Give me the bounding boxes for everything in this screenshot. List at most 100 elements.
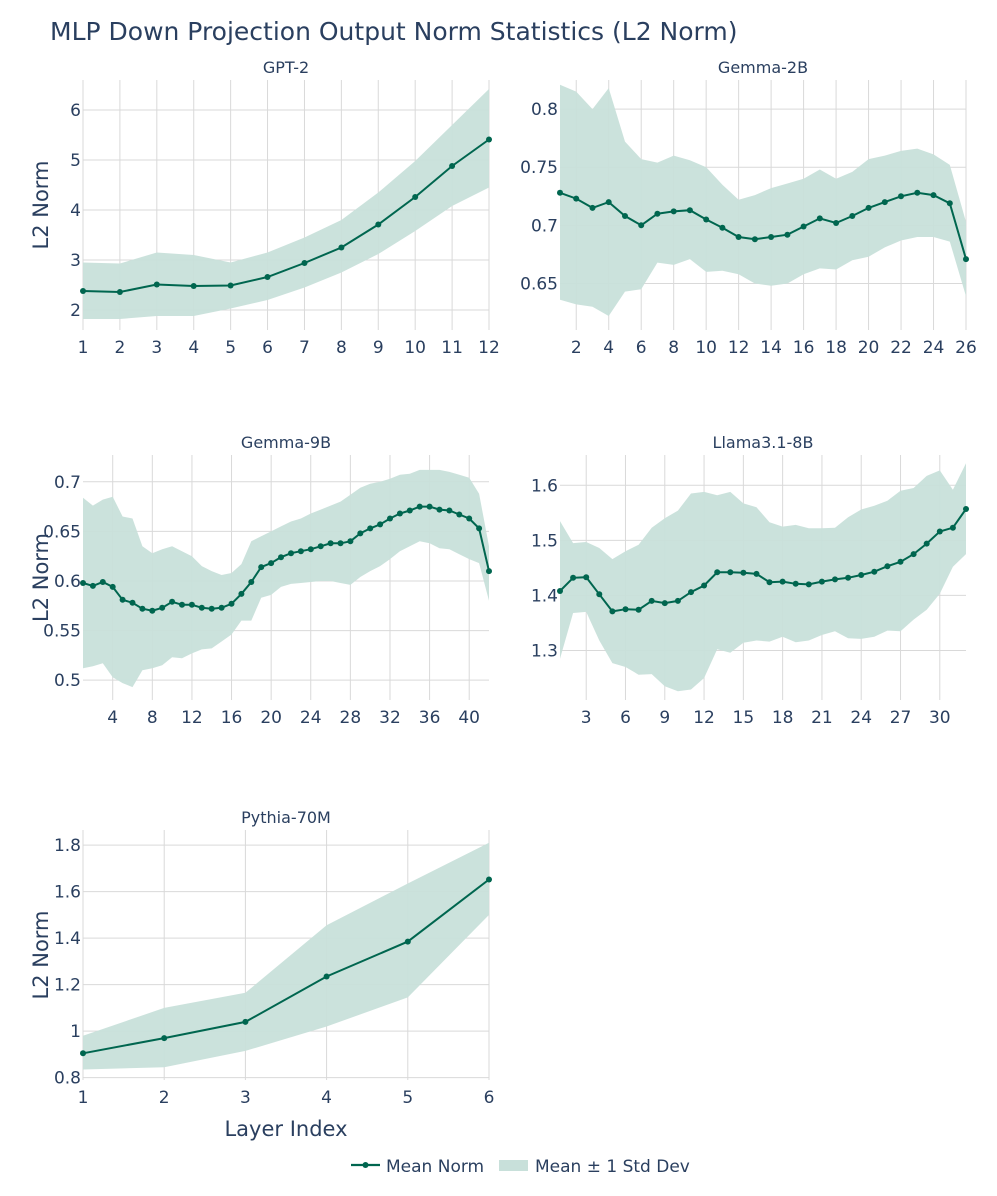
mean-point [638, 222, 645, 229]
mean-point [466, 515, 473, 522]
mean-point [375, 221, 382, 228]
mean-point [228, 600, 235, 607]
mean-point [317, 543, 324, 550]
x-tick-label: 20 [260, 708, 282, 728]
mean-point [792, 580, 799, 587]
x-tick-label: 15 [733, 708, 755, 728]
x-tick-label: 24 [850, 708, 872, 728]
mean-point [910, 551, 917, 558]
x-tick-label: 8 [336, 338, 347, 358]
x-tick-label: 18 [825, 338, 847, 358]
mean-point [766, 579, 773, 586]
mean-point [109, 583, 116, 590]
y-axis-label: L2 Norm [29, 160, 53, 249]
mean-point [609, 608, 616, 615]
mean-point [688, 589, 694, 596]
y-tick-label: 1.2 [54, 976, 81, 996]
x-tick-label: 4 [603, 338, 614, 358]
mean-point [805, 581, 812, 588]
mean-point [596, 591, 603, 598]
y-axis-label: L2 Norm [29, 910, 53, 999]
mean-point [449, 163, 456, 169]
panel-gemma-9b: 4 8 12 16 20 24 28 32 36 40 0.5 0.55 0.6 0.65 0.7 Gemma… [29, 433, 492, 728]
y-tick-label: 0.7 [54, 473, 81, 493]
mean-point [818, 578, 825, 585]
mean-point [149, 607, 156, 614]
std-band-gpt-2 [83, 89, 489, 319]
legend-band-label: Mean ± 1 Std Dev [535, 1157, 690, 1177]
y-tick-label: 3 [70, 251, 81, 271]
x-tick-label: 18 [772, 708, 794, 728]
mean-point [119, 596, 126, 603]
x-tick-label: 6 [262, 338, 273, 358]
mean-point [387, 515, 393, 522]
mean-point [884, 563, 891, 570]
x-tick-label: 4 [188, 338, 199, 358]
mean-point [486, 876, 492, 883]
mean-point [622, 213, 628, 219]
mean-point [605, 199, 612, 206]
mean-point [327, 540, 334, 547]
y-tick-label: 1.4 [54, 929, 81, 949]
mean-point [357, 530, 364, 537]
mean-point [406, 507, 413, 514]
legend-mean-marker [362, 1162, 369, 1168]
mean-point [426, 503, 433, 510]
mean-point [670, 208, 677, 215]
x-tick-label: 6 [484, 1088, 495, 1108]
mean-point [832, 576, 838, 583]
x-tick-label: 10 [404, 338, 426, 358]
y-tick-label: 2 [70, 301, 81, 321]
x-tick-label: 3 [240, 1088, 251, 1108]
x-tick-label: 1 [78, 338, 89, 358]
y-tick-label: 0.8 [531, 100, 558, 120]
mean-point [161, 1035, 168, 1042]
panel-llama3-1-8b: 3 6 9 12 15 18 21 24 27 30 1.3 1.4 1.5 1.6 Llama3.1-8B [531, 433, 969, 728]
mean-point [159, 604, 166, 611]
mean-point [416, 503, 423, 510]
panel-title: GPT-2 [263, 58, 309, 77]
x-tick-label: 2 [114, 338, 125, 358]
mean-point [323, 973, 330, 980]
mean-point [845, 574, 852, 581]
mean-point [800, 223, 807, 230]
x-tick-label: 8 [668, 338, 679, 358]
mean-point [661, 600, 668, 607]
y-tick-label: 1 [70, 1022, 81, 1042]
legend-mean-label: Mean Norm [386, 1157, 484, 1177]
mean-point [849, 213, 856, 219]
x-tick-label: 14 [760, 338, 782, 358]
x-tick-label: 3 [581, 708, 592, 728]
mean-point [486, 136, 492, 143]
x-tick-label: 27 [890, 708, 912, 728]
mean-point [476, 525, 483, 532]
x-tick-label: 12 [728, 338, 750, 358]
chart-title: MLP Down Projection Output Norm Statisti… [50, 17, 738, 46]
mean-point [930, 192, 937, 199]
panel-title: Gemma-9B [241, 433, 331, 452]
mean-point [573, 195, 580, 202]
mean-line-pythia-70m [82, 878, 490, 1055]
mean-point [80, 1050, 86, 1057]
mean-point [914, 189, 921, 196]
y-tick-label: 0.65 [43, 522, 81, 542]
mean-point [153, 281, 160, 288]
mean-point [242, 1018, 249, 1025]
x-tick-label: 2 [159, 1088, 170, 1108]
y-tick-label: 5 [70, 151, 81, 171]
mean-point [674, 597, 681, 604]
x-tick-label: 7 [299, 338, 310, 358]
y-tick-label: 0.7 [531, 216, 558, 236]
mean-point [264, 274, 271, 280]
mean-point [753, 570, 760, 577]
mean-point [557, 588, 563, 594]
panel-gemma-2b: 2 4 6 8 10 12 14 16 18 20 22 24 260.650.70.750.8Gemm… [520, 58, 977, 358]
y-tick-label: 1.4 [531, 586, 558, 606]
mean-point [288, 550, 294, 557]
y-tick-label: 0.5 [54, 671, 81, 691]
mean-point [436, 506, 443, 513]
x-axis-label: Layer Index [224, 1117, 347, 1141]
